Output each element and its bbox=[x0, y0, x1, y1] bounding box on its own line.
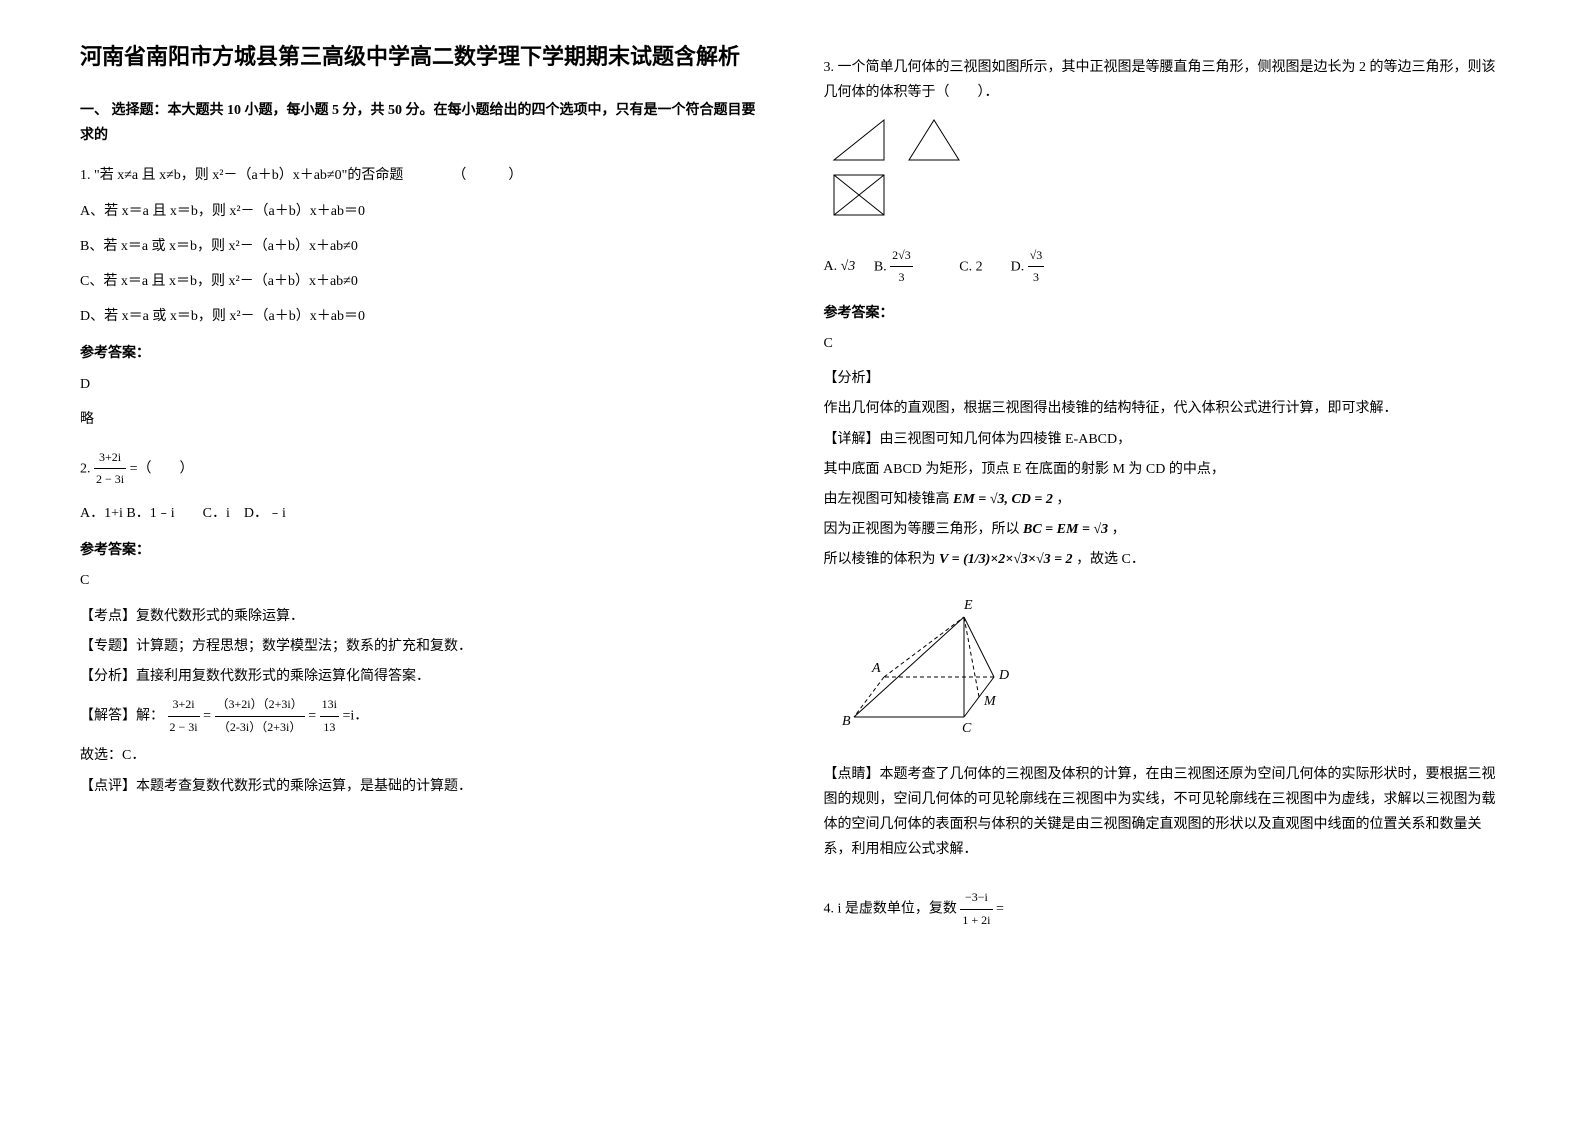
q2-solve: 【解答】解： 3+2i 2 − 3i = （3+2i）（2+3i） （2-3i）… bbox=[80, 694, 764, 738]
q1-option-d: D、若 x＝a 或 x＝b，则 x²－（a＋b）x＋ab＝0 bbox=[80, 304, 764, 329]
q2-stem: 2. 3+2i 2 − 3i =（ ） bbox=[80, 447, 764, 491]
svg-text:E: E bbox=[963, 598, 973, 613]
question-4: 4. i 是虚数单位，复数 −3−i 1 + 2i = bbox=[824, 887, 1508, 931]
q1-brief: 略 bbox=[80, 407, 764, 432]
question-3: 3. 一个简单几何体的三视图如图所示，其中正视图是等腰直角三角形，侧视图是边长为… bbox=[824, 55, 1508, 862]
document-title: 河南省南阳市方城县第三高级中学高二数学理下学期期末试题含解析 bbox=[80, 40, 764, 73]
q3-stem: 3. 一个简单几何体的三视图如图所示，其中正视图是等腰直角三角形，侧视图是边长为… bbox=[824, 55, 1508, 105]
q1-option-a: A、若 x＝a 且 x＝b，则 x²－（a＋b）x＋ab＝0 bbox=[80, 199, 764, 224]
q3-detail-1: 【详解】由三视图可知几何体为四棱锥 E-ABCD， bbox=[824, 427, 1508, 452]
question-1: 1. "若 x≠a 且 x≠b，则 x²－（a＋b）x＋ab≠0"的否命题 （ … bbox=[80, 163, 764, 432]
q3-analysis: 作出几何体的直观图，根据三视图得出棱锥的结构特征，代入体积公式进行计算，即可求解… bbox=[824, 396, 1508, 421]
q3-detail-4: 因为正视图为等腰三角形，所以 BC = EM = √3 ， bbox=[824, 517, 1508, 542]
question-2: 2. 3+2i 2 − 3i =（ ） A．1+i B．1﹣i C．i D．﹣i… bbox=[80, 447, 764, 799]
svg-text:D: D bbox=[998, 668, 1009, 683]
q3-volume: 所以棱锥的体积为 V = (1/3)×2×√3×√3 = 2 ，故选 C． bbox=[824, 547, 1508, 572]
q1-option-c: C、若 x＝a 且 x＝b，则 x²－（a＋b）x＋ab≠0 bbox=[80, 269, 764, 294]
svg-text:C: C bbox=[962, 721, 972, 736]
left-column: 河南省南阳市方城县第三高级中学高二数学理下学期期末试题含解析 一、 选择题：本大… bbox=[50, 40, 794, 1082]
q2-note-1: 【考点】复数代数形式的乘除运算． bbox=[80, 604, 764, 629]
q2-pick: 故选：C． bbox=[80, 743, 764, 768]
three-view-diagram bbox=[824, 115, 1508, 234]
q2-options: A．1+i B．1﹣i C．i D．﹣i bbox=[80, 501, 764, 526]
q2-note-4: 【点评】本题考查复数代数形式的乘除运算，是基础的计算题． bbox=[80, 774, 764, 799]
q2-answer-label: 参考答案： bbox=[80, 538, 764, 563]
q2-stem-prefix: 2. bbox=[80, 461, 94, 476]
q3-answer: C bbox=[824, 331, 1508, 356]
svg-text:A: A bbox=[871, 661, 881, 676]
q2-note-3: 【分析】直接利用复数代数形式的乘除运算化简得答案． bbox=[80, 664, 764, 689]
right-column: 3. 一个简单几何体的三视图如图所示，其中正视图是等腰直角三角形，侧视图是边长为… bbox=[794, 40, 1538, 1082]
q2-fraction: 3+2i 2 − 3i bbox=[94, 447, 126, 491]
q4-fraction: −3−i 1 + 2i bbox=[960, 887, 992, 931]
q2-stem-suffix: =（ ） bbox=[130, 461, 194, 476]
q2-solve-label: 【解答】解： bbox=[80, 709, 164, 724]
q3-comment: 【点睛】本题考查了几何体的三视图及体积的计算，在由三视图还原为空间几何体的实际形… bbox=[824, 762, 1508, 863]
q4-stem-prefix: 4. i 是虚数单位，复数 bbox=[824, 902, 961, 917]
q3-options: A. √3 B. 2√3 3 C. 2 D. √3 3 bbox=[824, 245, 1508, 289]
triview-svg bbox=[824, 115, 994, 225]
q3-detail-2: 其中底面 ABCD 为矩形，顶点 E 在底面的射影 M 为 CD 的中点， bbox=[824, 457, 1508, 482]
q3-option-a: A. √3 bbox=[824, 254, 856, 279]
q2-frac-num: 3+2i bbox=[94, 447, 126, 470]
q3-answer-label: 参考答案： bbox=[824, 301, 1508, 326]
q2-frac-den: 2 − 3i bbox=[94, 469, 126, 491]
q2-frac-a: 3+2i 2 − 3i bbox=[168, 694, 200, 738]
pyramid-diagram: E A B C D M bbox=[824, 587, 1508, 746]
q1-answer: D bbox=[80, 372, 764, 397]
svg-text:B: B bbox=[842, 714, 851, 729]
q2-frac-b: （3+2i）（2+3i） （2-3i）（2+3i） bbox=[215, 694, 305, 738]
q1-stem: 1. "若 x≠a 且 x≠b，则 x²－（a＋b）x＋ab≠0"的否命题 （ … bbox=[80, 163, 764, 188]
q4-stem-suffix: = bbox=[996, 902, 1004, 917]
q3-option-b: B. 2√3 3 bbox=[874, 245, 913, 289]
q2-frac-c: 13i 13 bbox=[320, 694, 339, 738]
section-1-heading: 一、 选择题：本大题共 10 小题，每小题 5 分，共 50 分。在每小题给出的… bbox=[80, 98, 764, 148]
q2-answer: C bbox=[80, 568, 764, 593]
svg-text:M: M bbox=[983, 694, 997, 709]
q1-option-b: B、若 x＝a 或 x＝b，则 x²－（a＋b）x＋ab≠0 bbox=[80, 234, 764, 259]
q3-analysis-label: 【分析】 bbox=[824, 366, 1508, 391]
q3-detail-3: 由左视图可知棱锥高 EM = √3, CD = 2 ， bbox=[824, 487, 1508, 512]
q3-option-c-d: C. 2 D. √3 3 bbox=[931, 245, 1044, 289]
q2-note-2: 【专题】计算题；方程思想；数学模型法；数系的扩充和复数． bbox=[80, 634, 764, 659]
pyramid-svg: E A B C D M bbox=[824, 587, 1024, 737]
q1-answer-label: 参考答案： bbox=[80, 341, 764, 366]
